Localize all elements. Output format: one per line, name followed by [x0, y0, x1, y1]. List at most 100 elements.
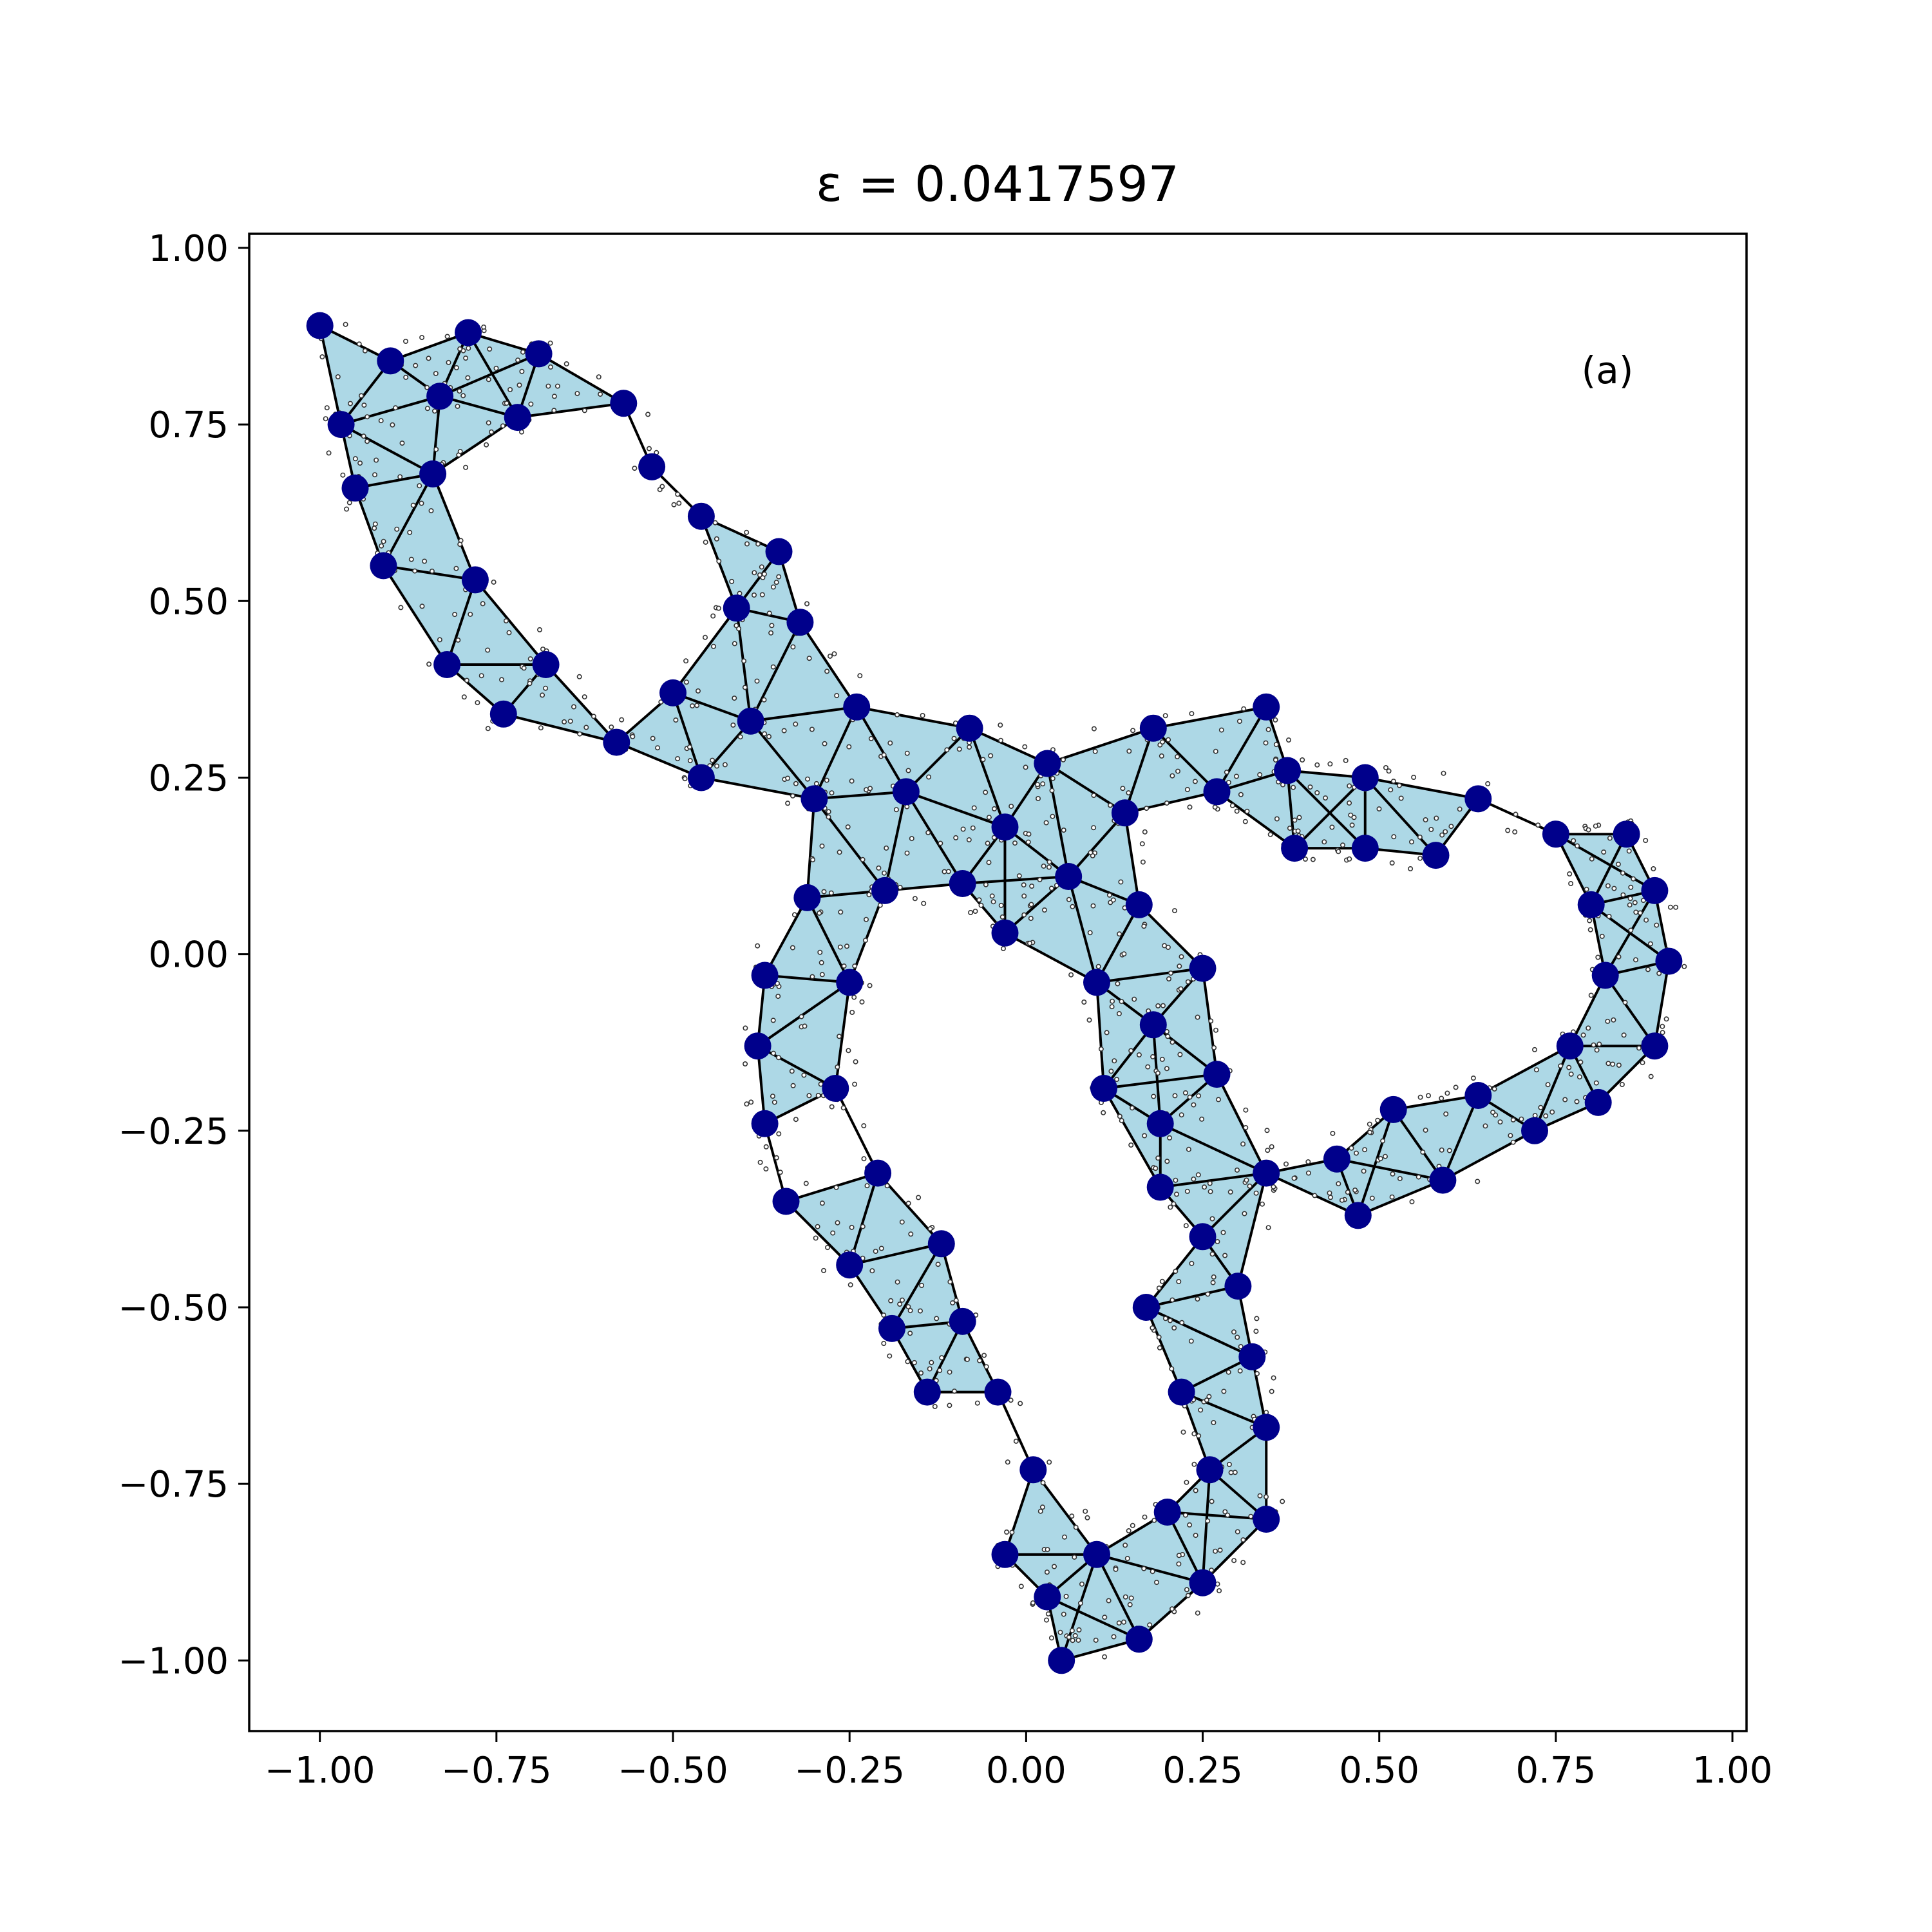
sample-point [817, 949, 823, 955]
sample-point [983, 1364, 989, 1370]
sample-point [1098, 1046, 1104, 1052]
sample-point [790, 1083, 796, 1088]
sample-point [372, 521, 378, 527]
y-tick-label: 0.00 [148, 934, 229, 976]
sample-point [1091, 825, 1097, 831]
sample-point [1397, 1176, 1403, 1182]
sample-point [1314, 790, 1320, 796]
sample-point [1222, 1253, 1228, 1258]
sample-point [710, 757, 715, 763]
sample-point [1120, 786, 1126, 791]
sample-point [619, 717, 625, 723]
sample-point [1594, 1047, 1600, 1053]
sample-point [1619, 1082, 1625, 1088]
complex-edge [1159, 1122, 1267, 1175]
sample-point [791, 912, 797, 918]
sample-point [825, 1245, 831, 1251]
sample-point [815, 1093, 821, 1099]
sample-point [991, 835, 997, 840]
sample-point [1645, 967, 1651, 972]
landmark-point [1189, 954, 1217, 982]
landmark-point [306, 312, 334, 339]
sample-point [463, 464, 469, 470]
sample-point [1188, 1338, 1194, 1344]
sample-point [828, 653, 833, 659]
landmark-point [751, 1110, 779, 1137]
sample-point [1021, 893, 1027, 899]
sample-point [1533, 1067, 1539, 1073]
landmark-point [991, 1540, 1019, 1568]
landmark-point [1584, 1088, 1612, 1116]
sample-point [1044, 1569, 1050, 1575]
sample-point [1057, 1629, 1063, 1635]
sample-point [755, 541, 761, 547]
sample-point [1587, 918, 1593, 923]
landmark-point [1274, 757, 1302, 784]
sample-point [905, 1304, 911, 1310]
landmark-point [1253, 1159, 1280, 1187]
sample-point [860, 857, 866, 862]
sample-point [1142, 1514, 1148, 1520]
sample-point [408, 556, 414, 562]
sample-point [1025, 839, 1031, 845]
sample-point [1443, 829, 1448, 835]
sample-point [1009, 804, 1014, 810]
sample-point [1185, 1593, 1191, 1598]
sample-point [397, 474, 403, 480]
landmark-point [1189, 1223, 1217, 1251]
sample-point [1155, 1003, 1161, 1009]
sample-point [757, 1159, 763, 1165]
sample-point [551, 408, 557, 413]
sample-point [1303, 857, 1309, 862]
landmark-point [927, 1230, 955, 1258]
sample-point [1092, 748, 1098, 754]
sample-point [480, 601, 486, 607]
sample-point [1128, 1142, 1134, 1148]
sample-point [1589, 856, 1595, 862]
sample-point [1127, 1602, 1133, 1607]
sample-point [1062, 1534, 1068, 1540]
sample-point [1267, 831, 1273, 837]
sample-point [1287, 826, 1293, 831]
sample-point [904, 750, 910, 756]
sample-point [362, 348, 368, 354]
y-tick-label: −0.50 [118, 1287, 229, 1329]
sample-point [801, 1072, 807, 1078]
sample-point [722, 762, 728, 768]
sample-point [1037, 1508, 1043, 1514]
sample-point [1236, 719, 1242, 724]
sample-point [881, 752, 887, 758]
sample-point [1352, 1188, 1358, 1193]
sample-point [859, 999, 865, 1005]
sample-point [860, 1224, 866, 1229]
sample-point [1566, 1065, 1572, 1070]
sample-point [848, 1282, 853, 1288]
sample-point [1568, 881, 1574, 887]
sample-point [646, 446, 652, 451]
sample-point [465, 375, 471, 381]
complex-edge [1201, 1470, 1211, 1583]
sample-point [655, 745, 661, 751]
landmark-point [1429, 1166, 1457, 1194]
sample-point [1205, 1518, 1211, 1524]
sample-point [1116, 1620, 1122, 1626]
sample-point [1243, 1107, 1249, 1113]
complex-edge [1442, 1130, 1535, 1182]
sample-point [457, 388, 462, 394]
sample-point [1192, 779, 1198, 784]
sample-point [1186, 1146, 1191, 1152]
sample-point [1174, 1191, 1180, 1197]
landmark-point [1577, 891, 1605, 918]
sample-point [1170, 1297, 1175, 1303]
sample-point [835, 1064, 840, 1070]
sample-point [761, 571, 767, 577]
sample-point [361, 433, 366, 439]
sample-point [737, 734, 743, 740]
sample-point [757, 572, 762, 578]
sample-point [324, 405, 330, 411]
landmark-point [687, 764, 715, 791]
sample-point [1191, 1461, 1197, 1467]
sample-point [867, 786, 873, 791]
sample-point [904, 850, 910, 856]
